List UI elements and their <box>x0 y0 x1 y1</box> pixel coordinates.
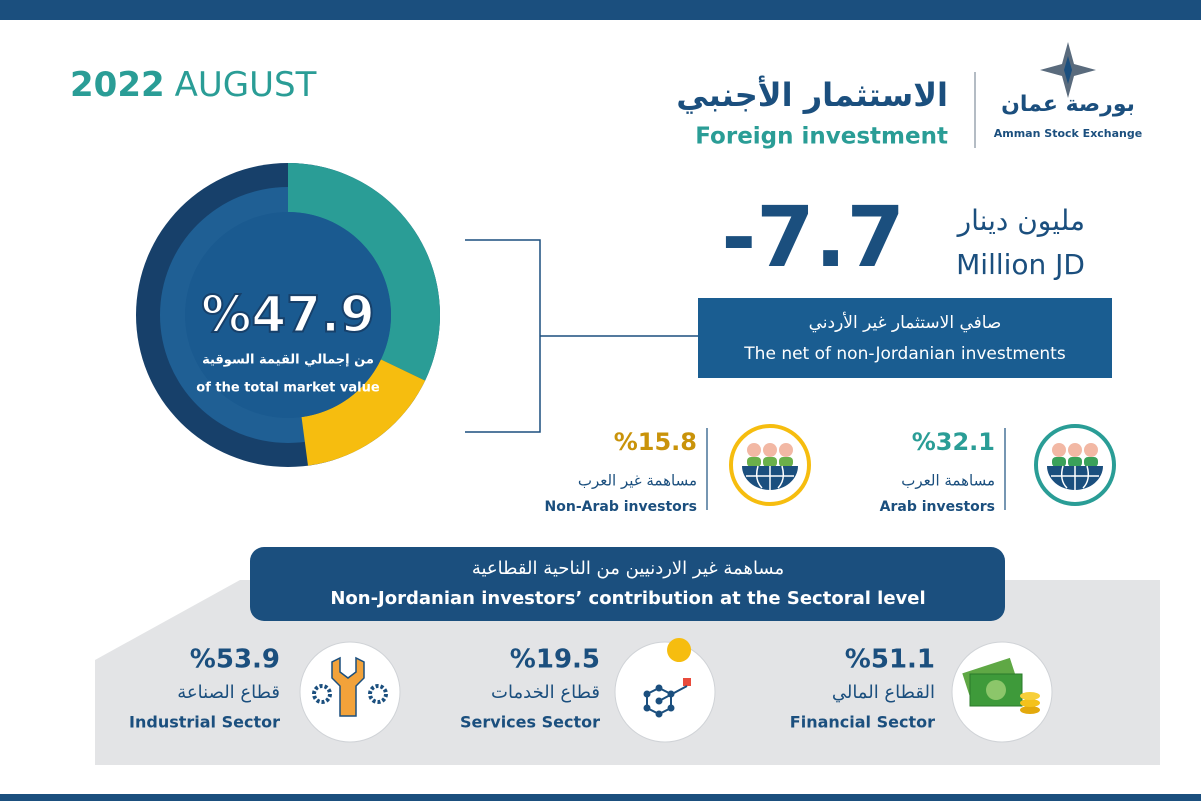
icon-node <box>667 704 675 712</box>
logo-en: Amman Stock Exchange <box>994 127 1142 140</box>
donut-segment <box>301 359 426 466</box>
donut-segment <box>288 163 441 381</box>
investor-value: %32.1 <box>912 428 995 456</box>
bottom-bar <box>0 794 1201 801</box>
icon-node <box>643 704 651 712</box>
icon-node <box>655 710 663 718</box>
market-share-text-en: of the total market value <box>196 381 380 396</box>
icon-head <box>1084 443 1098 457</box>
net-caption-ar: صافي الاستثمار غير الأردني <box>809 312 1002 333</box>
icon-body <box>1052 457 1066 467</box>
sector-name-en: Services Sector <box>460 713 600 732</box>
investors: %32.1 مساهمة العرب Arab investors %15.8 مساه… <box>545 424 1116 515</box>
sector-value: %53.9 <box>190 645 280 675</box>
icon-coin <box>1020 706 1040 714</box>
investor-name-ar: مساهمة العرب <box>901 472 995 490</box>
investor-name-en: Non-Arab investors <box>545 499 697 515</box>
icon-wrench <box>331 656 365 717</box>
logo-ar: بورصة عمان <box>1001 92 1135 117</box>
sector-name-ar: القطاع المالي <box>832 682 935 703</box>
net-caption-en: The net of non-Jordanian investments <box>743 344 1066 364</box>
date: 2022 AUGUST <box>70 65 317 105</box>
icon-globe-lines <box>1051 465 1099 490</box>
net-unit-en: Million JD <box>956 248 1085 281</box>
date-month: AUGUST <box>175 65 317 105</box>
sectors: %51.1 القطاع المالي Financial Sector %19.5 ق… <box>129 638 1053 743</box>
investor-value: %15.8 <box>614 428 697 456</box>
investor-name-en: Arab investors <box>880 499 995 515</box>
icon-body <box>1084 457 1098 467</box>
sector-name-ar: قطاع الخدمات <box>491 682 600 703</box>
top-bar <box>0 0 1201 20</box>
sector-name-en: Industrial Sector <box>129 713 280 732</box>
icon-head <box>779 443 793 457</box>
investor-name-ar: مساهمة غير العرب <box>578 472 697 490</box>
icon-coin <box>1020 699 1040 707</box>
icon-node <box>643 690 651 698</box>
icon-gear <box>368 684 388 704</box>
icon-coin <box>1020 692 1040 700</box>
sector-title-en: Non-Jordanian investors’ contribution at… <box>330 588 925 609</box>
market-share-value: %47.9 <box>201 286 374 344</box>
sector-title-ar: مساهمة غير الاردنيين من الناحية القطاعية <box>472 558 784 579</box>
icon-head <box>747 443 761 457</box>
sector-value: %51.1 <box>845 645 935 675</box>
icon-body <box>747 457 761 467</box>
icon-body <box>1068 457 1082 467</box>
title-en: Foreign investment <box>695 124 948 150</box>
icon-head <box>763 443 777 457</box>
connector <box>465 239 541 433</box>
net-unit-ar: مليون دينار <box>956 204 1085 237</box>
sector-name-ar: قطاع الصناعة <box>177 682 280 703</box>
icon-body <box>763 457 777 467</box>
icon-head <box>1052 443 1066 457</box>
icon-bulb-base <box>683 678 691 686</box>
icon-node <box>667 690 675 698</box>
net-caption-box <box>698 298 1112 378</box>
sector-value: %19.5 <box>510 645 600 675</box>
market-share-text-ar: من إجمالي القيمة السوقية <box>202 353 374 368</box>
net-value: -7.7 <box>721 188 905 286</box>
icon-note-mark <box>986 680 1006 700</box>
sector-name-en: Financial Sector <box>790 713 935 732</box>
icon-bulb <box>667 638 692 662</box>
logo-star-core <box>1064 56 1072 84</box>
sector-banner <box>250 547 1005 621</box>
icon-body <box>779 457 793 467</box>
date-year: 2022 <box>70 65 165 105</box>
icon-node <box>655 684 663 692</box>
icon-gear <box>312 684 332 704</box>
icon-node <box>655 697 663 705</box>
icon-globe-lines <box>746 465 794 490</box>
logo: بورصة عمان Amman Stock Exchange <box>994 42 1142 140</box>
donut-center <box>185 212 391 418</box>
icon-head <box>1068 443 1082 457</box>
title-ar: الاستثمار الأجنبي <box>676 75 948 114</box>
